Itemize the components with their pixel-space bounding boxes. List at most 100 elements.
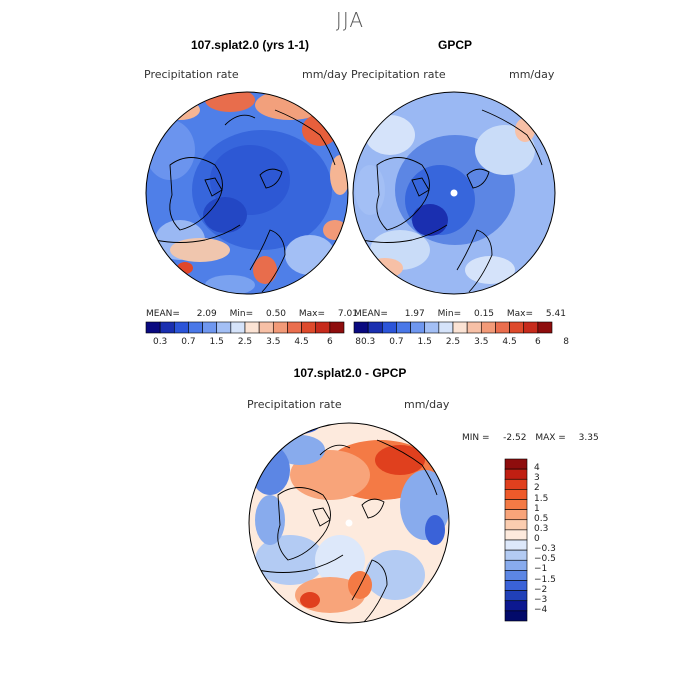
figure-title: JJA (335, 8, 365, 32)
colorbar-tick-label: 0.7 (181, 337, 196, 347)
panel-model-units-label: mm/day (302, 68, 348, 81)
panel-title-obs: GPCP (437, 38, 472, 52)
colorbar-tick-label: −0.5 (534, 554, 556, 565)
colorbar-swatch (504, 549, 528, 561)
stat-min-label: MIN = (462, 433, 490, 443)
colorbar-tick-label: −0.3 (534, 544, 556, 555)
colorbar-tick-label: 0.5 (534, 513, 549, 524)
colorbar-tick-label: 4.5 (294, 337, 309, 347)
colorbar-tick-label: 3.5 (474, 337, 489, 347)
colorbar-swatch (504, 468, 528, 480)
stat-min-value: 0.15 (473, 309, 495, 319)
colorbar-tick-label: 1 (534, 503, 540, 514)
colorbar-swatch (424, 321, 440, 334)
stat-min-value: -2.52 (503, 433, 527, 443)
colorbar-tick-label: 8 (355, 337, 361, 347)
stat-max-value: 7.01 (337, 309, 358, 319)
stat-mean-value: 2.09 (196, 309, 217, 319)
colorbar-tick-label: 4.5 (502, 337, 517, 347)
colorbar-swatch (367, 321, 383, 334)
map-model-precip (145, 91, 349, 295)
colorbar-swatch (230, 321, 246, 334)
stat-max-label: MAX = (535, 433, 566, 443)
panel-obs-stats: MEAN= 1.97 Min= 0.15 Max= 5.41 (354, 309, 566, 319)
colorbar-tick-label: 6 (326, 337, 333, 347)
colorbar-tick-label: 6 (534, 337, 541, 347)
colorbar-swatch (504, 610, 528, 622)
colorbar-swatch (523, 321, 539, 334)
colorbar-tick-label: 1.5 (209, 337, 224, 347)
colorbar-swatch (329, 321, 345, 334)
colorbar-swatch (202, 321, 218, 334)
panel-diff-stats: MIN = -2.52 MAX = 3.35 (462, 433, 599, 443)
colorbar-tick-label: 1.5 (534, 493, 549, 504)
colorbar-model-tick-labels: 0.3 0.7 1.5 2.5 3.5 4.5 6 8 (146, 337, 361, 349)
colorbar-swatch (495, 321, 510, 334)
colorbar-swatch (272, 321, 288, 334)
colorbar-tick-label: 0.3 (360, 337, 376, 347)
colorbar-tick-label: −2 (534, 584, 548, 595)
colorbar-swatch (159, 321, 175, 334)
colorbar-swatch (504, 529, 528, 541)
colorbar-swatch (258, 321, 274, 334)
panel-title-difference: 107.splat2.0 - GPCP (293, 366, 407, 380)
colorbar-swatch (173, 321, 189, 334)
colorbar-tick-label: 0.3 (534, 523, 549, 534)
colorbar-swatch (504, 478, 528, 490)
colorbar-swatch (504, 509, 528, 521)
stat-max-value: 5.41 (545, 309, 566, 319)
colorbar-swatch (188, 321, 203, 334)
panel-model-stats: MEAN= 2.09 Min= 0.50 Max= 7.01 (146, 309, 358, 319)
colorbar-swatch (504, 458, 528, 470)
colorbar-swatch (287, 321, 302, 334)
panel-model-variable-label: Precipitation rate (144, 68, 239, 81)
colorbar-swatch (504, 590, 528, 602)
stat-max-label: Max= (506, 309, 534, 319)
colorbar-obs (353, 321, 553, 334)
colorbar-swatch (396, 321, 411, 334)
colorbar-obs-tick-labels: 0.3 0.7 1.5 2.5 3.5 4.5 6 8 (354, 337, 569, 349)
colorbar-swatch (301, 321, 317, 334)
colorbar-swatch (509, 321, 525, 334)
stat-mean-value: 1.97 (404, 309, 425, 319)
colorbar-tick-label: 2.5 (237, 337, 253, 347)
colorbar-swatch (504, 570, 528, 581)
colorbar-tick-label: 0.7 (389, 337, 404, 347)
colorbar-tick-label: −1.5 (534, 574, 556, 585)
stat-min-label: Min= (437, 309, 462, 319)
stat-max-value: 3.35 (578, 433, 599, 443)
colorbar-swatch (315, 321, 331, 334)
colorbar-tick-label: 3 (534, 473, 540, 484)
colorbar-swatch (452, 321, 468, 334)
colorbar-swatch (504, 499, 528, 510)
colorbar-tick-label: 0.3 (152, 337, 168, 347)
colorbar-swatch (145, 321, 161, 334)
colorbar-swatch (504, 600, 528, 612)
colorbar-tick-label: −4 (534, 604, 548, 615)
colorbar-swatch (410, 321, 426, 334)
colorbar-swatch (480, 321, 496, 334)
colorbar-tick-label: −3 (534, 594, 548, 605)
map-difference (248, 422, 450, 624)
stat-min-label: Min= (229, 309, 254, 319)
stat-mean-label: MEAN= (354, 309, 388, 319)
colorbar-tick-label: 2.5 (445, 337, 461, 347)
map-obs-precip (352, 91, 556, 295)
stat-mean-label: MEAN= (146, 309, 180, 319)
colorbar-difference-tick-labels: 4 3 2 1.5 1 0.5 0.3 0 −0.3 −0.5 −1 −1.5 −2 −3 −4 (532, 459, 572, 629)
panel-obs-units-label: mm/day (509, 68, 555, 81)
colorbar-swatch (537, 321, 553, 334)
colorbar-swatch (504, 519, 528, 531)
colorbar-difference (504, 458, 528, 622)
stat-min-value: 0.50 (265, 309, 287, 319)
stat-max-label: Max= (298, 309, 326, 319)
colorbar-tick-label: 0 (534, 534, 540, 544)
colorbar-swatch (216, 321, 232, 334)
colorbar-swatch (244, 321, 260, 334)
colorbar-swatch (353, 321, 369, 334)
colorbar-tick-label: 2 (534, 483, 540, 494)
panel-obs-variable-label: Precipitation rate (351, 68, 446, 81)
colorbar-model (145, 321, 345, 334)
panel-title-model: 107.splat2.0 (yrs 1-1) (190, 38, 310, 52)
